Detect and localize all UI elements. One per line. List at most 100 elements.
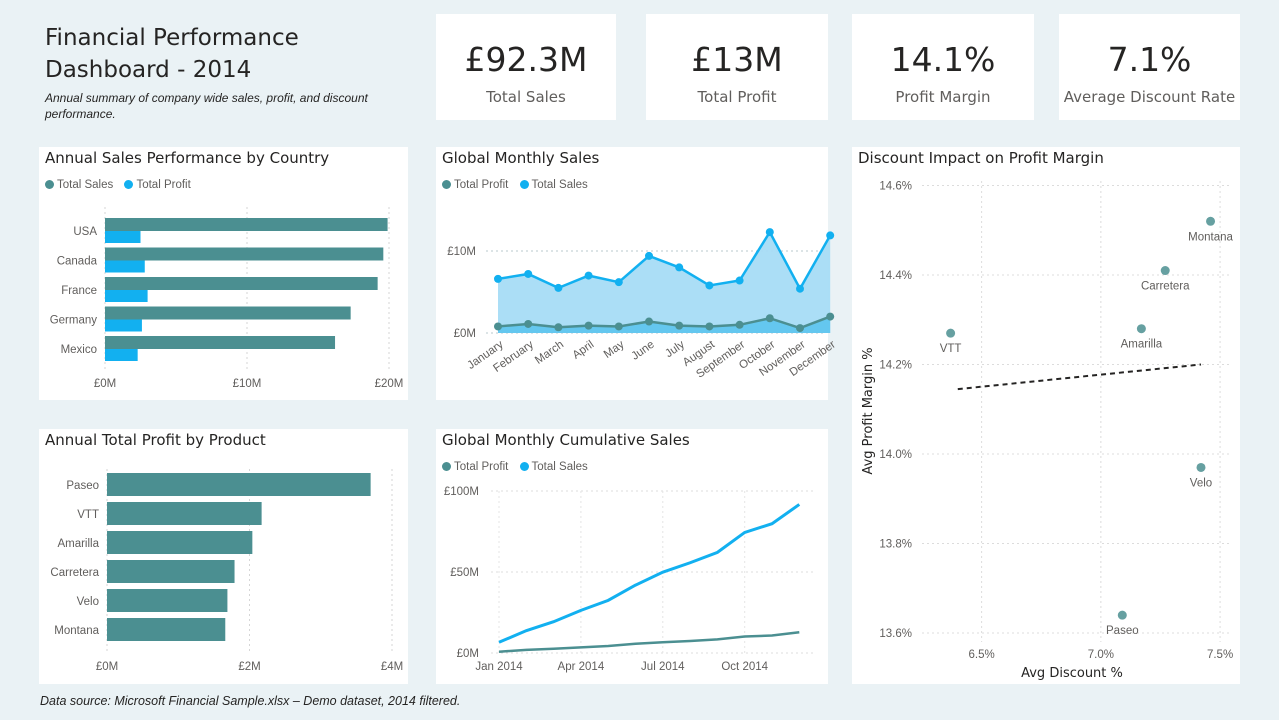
bar-total-profit-paseo [107, 473, 371, 496]
x-tick-label: June [629, 339, 656, 363]
chart-sales-by-country[interactable]: Annual Sales Performance by Country Tota… [39, 147, 408, 400]
point-total-sales-august [705, 281, 714, 290]
kpi-value: £92.3M [464, 40, 588, 79]
page-title-line2: Dashboard - 2014 [45, 57, 252, 83]
x-tick-label: 6.5% [969, 649, 995, 661]
trendline [957, 363, 1202, 391]
category-label: VTT [77, 509, 99, 521]
point-total-sales-december [826, 231, 835, 240]
y-tick-label: £0M [454, 328, 476, 340]
point-total-profit-january [494, 322, 502, 331]
point-paseo [1117, 610, 1127, 620]
point-label: Carretera [1141, 281, 1190, 293]
chart-legend: Total Sales Total Profit [45, 179, 199, 191]
x-tick-label: May [602, 338, 627, 360]
x-tick-label: £0M [94, 378, 116, 390]
bar-total-sales-germany [105, 306, 351, 320]
legend-item-total-sales[interactable]: Total Sales [45, 179, 113, 191]
legend-item-total-profit[interactable]: Total Profit [442, 179, 508, 191]
legend-label: Total Sales [531, 179, 588, 191]
x-tick-label: £20M [375, 378, 404, 390]
point-total-sales-may [614, 278, 623, 287]
category-label: Montana [54, 625, 99, 637]
chart-discount-impact[interactable]: Discount Impact on Profit Margin 14.6% 14… [852, 147, 1240, 684]
point-total-sales-january [494, 274, 502, 283]
line-total-sales [497, 229, 832, 292]
legend-item-total-sales[interactable]: Total Sales [519, 179, 588, 191]
bar-total-profit-montana [107, 618, 226, 641]
kpi-card-average-discount-rate[interactable]: 7.1% Average Discount Rate [1059, 14, 1240, 120]
category-label: Germany [50, 315, 98, 327]
bar-total-profit-canada [105, 260, 145, 273]
data-source-note: Data source: Microsoft Financial Sample.… [40, 694, 461, 708]
category-label: Amarilla [57, 538, 99, 550]
legend-item-total-profit[interactable]: Total Profit [442, 461, 508, 473]
bar-total-profit-velo [107, 589, 228, 612]
page-title: Financial Performance Dashboard - 2014 [45, 22, 425, 86]
y-tick-label: £10M [447, 246, 476, 258]
kpi-label: Profit Margin [895, 88, 991, 106]
point-total-profit-november [796, 324, 804, 333]
point-total-sales-february [524, 269, 533, 278]
chart-profit-by-product[interactable]: Annual Total Profit by Product £0M £2M £4M… [39, 429, 408, 684]
point-total-sales-april [584, 271, 593, 280]
chart-plot-area: 14.6% 14.4% 14.2% 14.0% 13.8% 13.6% 6.5% 7.0% 7.… [861, 180, 1234, 681]
bar-total-profit-mexico [105, 349, 138, 361]
point-velo [1196, 462, 1206, 472]
bar-total-profit-usa [105, 231, 141, 243]
line-total-profit [497, 315, 831, 330]
kpi-label: Total Profit [697, 88, 777, 106]
category-label: France [61, 285, 97, 297]
point-total-profit-march [554, 323, 563, 332]
legend-label: Total Profit [454, 461, 509, 473]
legend-item-total-profit[interactable]: Total Profit [124, 179, 191, 191]
x-tick-label: Jan 2014 [475, 661, 523, 673]
legend-item-total-sales[interactable]: Total Sales [519, 461, 588, 473]
bar-total-profit-amarilla [107, 531, 253, 554]
y-tick-label: 14.4% [879, 270, 912, 282]
point-label: VTT [940, 343, 962, 355]
point-total-sales-june [645, 251, 653, 260]
point-total-profit-june [645, 317, 653, 326]
point-label: Amarilla [1121, 339, 1163, 351]
chart-plot-area: £0M £2M £4M Paseo VTT Amarilla Carretera Velo Mo… [50, 469, 403, 673]
kpi-value: 14.1% [890, 40, 996, 79]
x-tick-label: Apr 2014 [558, 661, 605, 673]
line-total-sales [498, 503, 801, 644]
point-total-profit-may [614, 322, 623, 331]
area-total-sales [498, 232, 831, 333]
chart-title: Global Monthly Cumulative Sales [442, 431, 690, 449]
kpi-card-total-sales[interactable]: £92.3M Total Sales [436, 14, 616, 120]
point-total-profit-february [524, 319, 533, 328]
kpi-card-total-profit[interactable]: £13M Total Profit [646, 14, 828, 120]
legend-label: Total Sales [57, 179, 114, 191]
kpi-value: £13M [691, 40, 783, 79]
legend-dot-icon [442, 462, 451, 471]
point-label: Paseo [1106, 625, 1139, 637]
chart-global-monthly-sales[interactable]: Global Monthly Sales Total Profit Total … [436, 147, 838, 400]
bar-total-profit-carretera [107, 560, 235, 583]
chart-legend: Total Profit Total Sales [442, 179, 596, 191]
point-vtt [946, 328, 956, 338]
chart-cumulative-sales[interactable]: Global Monthly Cumulative Sales Total Pr… [436, 429, 828, 684]
chart-legend: Total Profit Total Sales [442, 461, 596, 473]
y-tick-label: £100M [444, 486, 479, 498]
point-total-sales-september [735, 276, 744, 285]
bar-total-sales-canada [105, 247, 384, 261]
kpi-card-profit-margin[interactable]: 14.1% Profit Margin [852, 14, 1034, 120]
y-tick-label: 14.2% [879, 360, 912, 372]
x-tick-label: Oct 2014 [721, 661, 768, 673]
bar-total-profit-germany [105, 319, 142, 332]
point-carretera [1160, 266, 1170, 276]
y-tick-label: 14.6% [879, 180, 912, 192]
bar-total-sales-mexico [105, 336, 336, 349]
line-total-profit [498, 631, 800, 653]
x-tick-label: £4M [381, 661, 403, 673]
y-tick-label: 14.0% [879, 449, 912, 461]
legend-dot-icon [519, 180, 529, 189]
x-tick-label: 7.5% [1207, 649, 1233, 661]
point-total-sales-march [554, 283, 563, 292]
kpi-value: 7.1% [1107, 40, 1192, 79]
point-total-profit-october [765, 314, 774, 323]
